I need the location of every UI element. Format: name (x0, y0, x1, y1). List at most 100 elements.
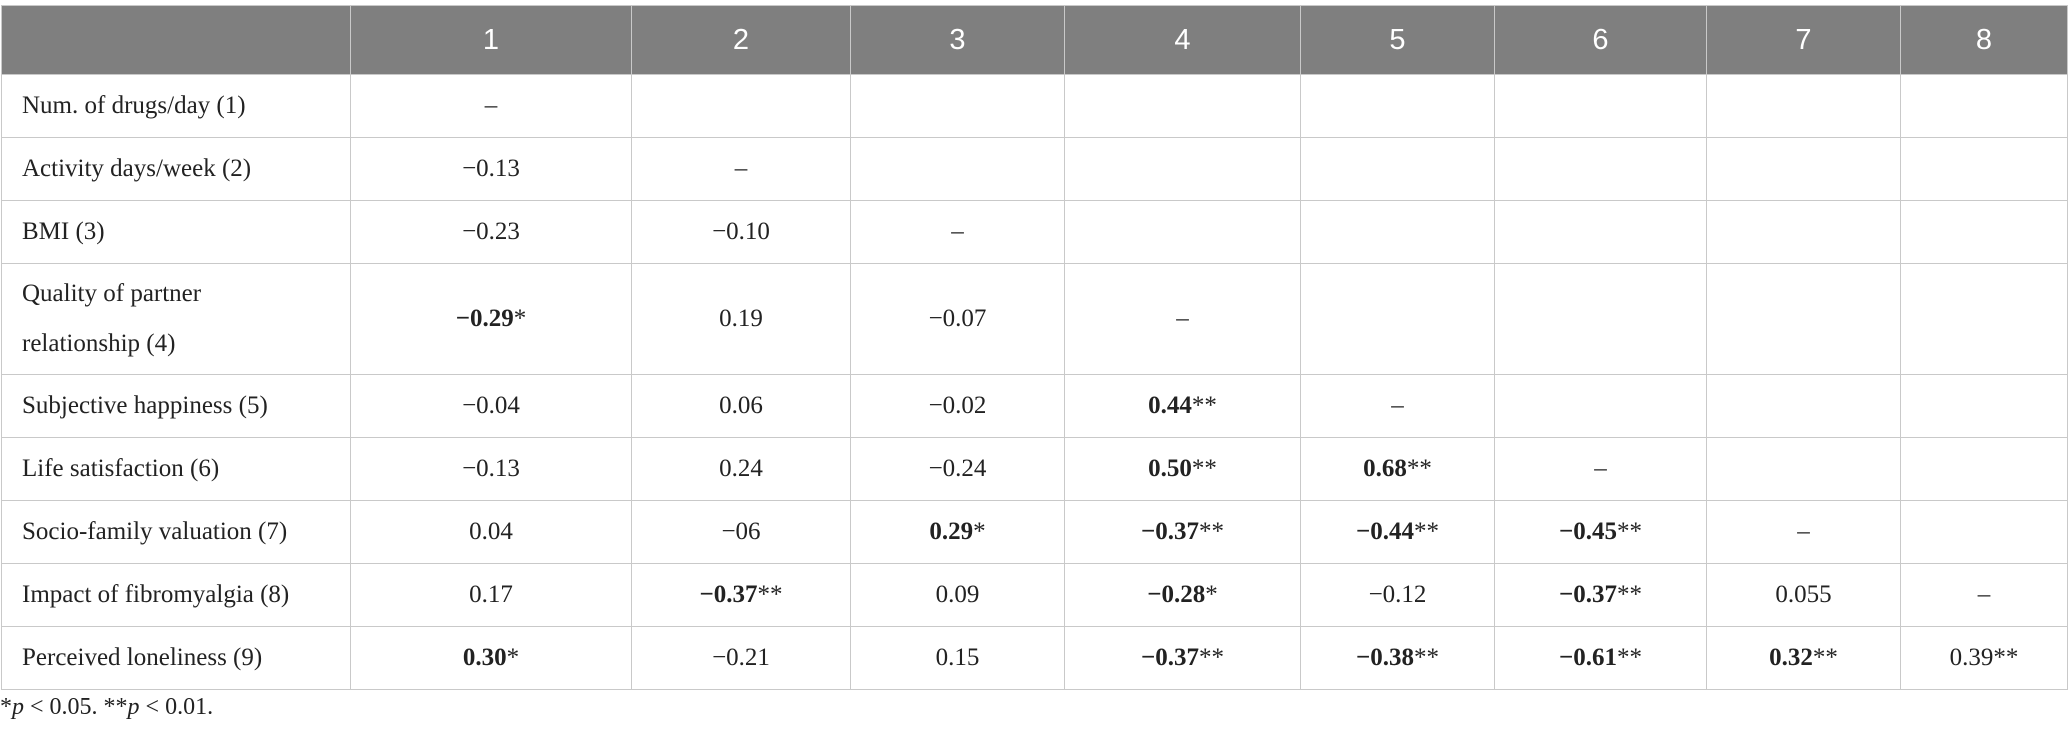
table-cell (1706, 263, 1901, 375)
cell-value: −0.61 (1559, 644, 1617, 671)
significance-mark: * (973, 518, 986, 545)
table-cell: 0.055 (1706, 563, 1901, 627)
column-header: 2 (631, 5, 851, 75)
table-row: Activity days/week (2) −0.13 – (1, 137, 2068, 201)
table-cell (1494, 200, 1707, 264)
cell-value: −06 (721, 518, 761, 545)
significance-mark: ** (1191, 455, 1217, 482)
significance-mark: * (1205, 581, 1218, 608)
cell-value: 0.15 (935, 644, 980, 671)
cell-value: −0.38 (1356, 644, 1414, 671)
row-label: Quality of partner relationship (4) (1, 263, 351, 375)
table-cell (1064, 74, 1301, 138)
table-cell: −0.21 (631, 626, 851, 690)
table-row: Quality of partner relationship (4) −0.29… (1, 263, 2068, 375)
significance-mark: ** (1617, 644, 1642, 671)
table-cell (1494, 374, 1707, 438)
cell-value: −0.23 (462, 218, 520, 245)
table-cell (1300, 263, 1495, 375)
table-cell (1494, 74, 1707, 138)
column-header: 3 (850, 5, 1065, 75)
table-cell (850, 137, 1065, 201)
cell-value: −0.13 (462, 455, 520, 482)
table-cell: 0.19 (631, 263, 851, 375)
row-label: Num. of drugs/day (1) (1, 74, 351, 138)
cell-value: −0.24 (928, 455, 987, 482)
table-cell: −0.23 (350, 200, 632, 264)
table-cell: – (631, 137, 851, 201)
table-cell (1064, 137, 1301, 201)
table-cell: −0.37** (1494, 563, 1707, 627)
table-cell (1900, 437, 2068, 501)
table-cell: 0.44** (1064, 374, 1301, 438)
cell-value: – (1391, 392, 1404, 419)
table-cell: −0.04 (350, 374, 632, 438)
significance-mark: ** (1812, 644, 1838, 671)
table-cell: −0.38** (1300, 626, 1495, 690)
table-cell: −0.61** (1494, 626, 1707, 690)
row-label: Perceived loneliness (9) (1, 626, 351, 690)
cell-value: 0.055 (1775, 581, 1832, 608)
column-header: 5 (1300, 5, 1495, 75)
cell-value: −0.37 (699, 581, 758, 608)
table-cell: – (1900, 563, 2068, 627)
cell-value: −0.45 (1559, 518, 1617, 545)
cell-value: 0.29 (929, 518, 974, 545)
cell-value: – (951, 218, 964, 245)
table-cell: 0.50** (1064, 437, 1301, 501)
table-cell: −0.12 (1300, 563, 1495, 627)
cell-value: – (1977, 581, 1991, 608)
table-cell (1900, 74, 2068, 138)
table-cell (631, 74, 851, 138)
table-cell: 0.29* (850, 500, 1065, 564)
table-cell (1300, 137, 1495, 201)
table-cell: −0.24 (850, 437, 1065, 501)
table-row: Impact of fibromyalgia (8) 0.17 −0.37** 0.0… (1, 563, 2068, 627)
cell-value: 0.09 (935, 581, 980, 608)
cell-value: 0.17 (469, 581, 513, 608)
significance-mark: * (506, 644, 520, 671)
table-cell: −0.13 (350, 137, 632, 201)
table-cell: 0.68** (1300, 437, 1495, 501)
row-label: Life satisfaction (6) (1, 437, 351, 501)
table-cell: 0.09 (850, 563, 1065, 627)
cell-value: 0.39 (1949, 644, 1994, 671)
row-label: Socio-family valuation (7) (1, 500, 351, 564)
table-cell (1300, 74, 1495, 138)
table-cell: 0.06 (631, 374, 851, 438)
significance-mark: ** (1199, 518, 1224, 545)
table-cell: −0.37** (1064, 626, 1301, 690)
footnote-part: p (12, 694, 24, 720)
cell-value: – (734, 155, 748, 182)
cell-value: – (1797, 518, 1810, 545)
cell-value: 0.44 (1148, 392, 1192, 419)
table-cell (1494, 263, 1707, 375)
table-cell: 0.32** (1706, 626, 1901, 690)
significance-mark: ** (1414, 644, 1439, 671)
column-header: 7 (1706, 5, 1901, 75)
significance-mark: ** (757, 581, 783, 608)
table-cell (1494, 137, 1707, 201)
table-cell (850, 74, 1065, 138)
table-cell: −0.28* (1064, 563, 1301, 627)
cell-value: −0.02 (928, 392, 987, 419)
footnote: *p < 0.05. **p < 0.01. (0, 694, 213, 721)
table-cell: −0.44** (1300, 500, 1495, 564)
cell-value: 0.04 (469, 518, 513, 545)
table-cell: – (1300, 374, 1495, 438)
header-cell (1, 5, 351, 75)
table-cell: 0.39** (1900, 626, 2068, 690)
table-cell: −06 (631, 500, 851, 564)
page: {"table": { "columns": ["1", "2", "3", "… (0, 5, 2068, 739)
column-header: 4 (1064, 5, 1301, 75)
footnote-part: p (127, 694, 140, 720)
table-cell (1706, 374, 1901, 438)
table-body: Num. of drugs/day (1) – Activity days/week… (1, 74, 2068, 690)
cell-value: −0.37 (1141, 644, 1199, 671)
table-cell (1064, 200, 1301, 264)
table-cell: 0.15 (850, 626, 1065, 690)
table-cell (1706, 200, 1901, 264)
footnote-part: < 0.01. (139, 694, 214, 720)
table-cell: 0.30* (350, 626, 632, 690)
